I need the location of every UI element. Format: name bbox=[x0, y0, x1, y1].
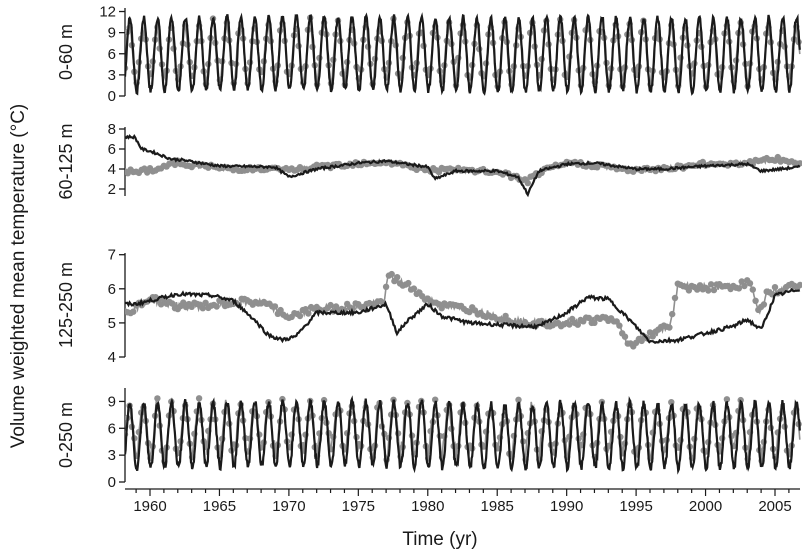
x-tick-label: 1975 bbox=[342, 498, 375, 515]
observed-point bbox=[271, 303, 279, 310]
observed-point bbox=[669, 310, 676, 318]
y-axis-label: Volume weighted mean temperature (°C) bbox=[8, 104, 29, 449]
x-tick-label: 1970 bbox=[272, 498, 305, 515]
observed-point bbox=[515, 396, 522, 403]
observed-point bbox=[466, 308, 473, 316]
y-tick-label: 4 bbox=[108, 349, 116, 366]
observed-point bbox=[749, 286, 756, 293]
observed-point bbox=[671, 294, 679, 302]
observed-point bbox=[591, 319, 598, 326]
y-tick-label: 7 bbox=[108, 247, 116, 264]
modeled-series-line bbox=[125, 287, 801, 344]
observed-point bbox=[705, 287, 712, 294]
observed-point bbox=[327, 301, 334, 309]
observed-point bbox=[796, 281, 802, 289]
y-tick-label: 3 bbox=[108, 447, 116, 464]
x-tick-label: 1960 bbox=[133, 498, 166, 515]
y-tick-label: 8 bbox=[108, 121, 116, 138]
observed-point bbox=[707, 281, 715, 288]
observed-point bbox=[760, 301, 768, 308]
observed-point bbox=[219, 298, 226, 305]
observed-point bbox=[752, 297, 759, 304]
observed-point bbox=[405, 279, 412, 287]
y-tick-label: 5 bbox=[108, 315, 116, 332]
observed-point bbox=[621, 333, 629, 340]
observed-point bbox=[585, 314, 593, 322]
observed-point bbox=[574, 321, 581, 328]
x-tick-label: 1995 bbox=[619, 498, 652, 515]
y-tick-label: 9 bbox=[108, 393, 116, 410]
panel-1: 0 3 6 9 12 0-60 m bbox=[56, 4, 802, 105]
observed-point bbox=[746, 280, 754, 287]
observed-point bbox=[169, 300, 176, 307]
x-tick-label: 2005 bbox=[758, 498, 791, 515]
modeled-series-line bbox=[125, 134, 801, 198]
observed-point bbox=[410, 285, 418, 292]
observed-point bbox=[154, 395, 161, 402]
x-tick-label: 1990 bbox=[550, 498, 583, 515]
y-tick-label: 2 bbox=[108, 181, 116, 198]
panel-3: 4 5 6 7 125-250 m bbox=[56, 247, 802, 366]
observed-point bbox=[524, 179, 531, 187]
y-tick-label: 0 bbox=[108, 474, 116, 491]
observed-point bbox=[388, 270, 395, 278]
y-tick-label: 6 bbox=[108, 46, 116, 63]
y-tick-label: 0 bbox=[108, 88, 116, 105]
panel-label: 60-125 m bbox=[56, 123, 76, 199]
observed-point bbox=[735, 285, 743, 292]
x-tick-label: 2000 bbox=[689, 498, 722, 515]
observed-point bbox=[202, 299, 209, 306]
modeled-series-line bbox=[125, 12, 801, 96]
observed-point bbox=[296, 312, 304, 320]
panel-label: 125-250 m bbox=[56, 262, 76, 348]
x-axis-label: Time (yr) bbox=[402, 529, 477, 550]
x-tick-label: 1965 bbox=[203, 498, 236, 515]
y-tick-label: 4 bbox=[108, 161, 116, 178]
observed-point bbox=[394, 274, 401, 281]
x-tick-label: 1985 bbox=[481, 498, 514, 515]
y-tick-label: 3 bbox=[108, 67, 116, 84]
observed-point bbox=[796, 160, 802, 167]
observed-point bbox=[616, 322, 623, 329]
observed-point bbox=[723, 396, 731, 403]
panel-label: 0-250 m bbox=[56, 402, 76, 468]
y-tick-label: 6 bbox=[108, 281, 116, 298]
observed-point bbox=[157, 301, 165, 308]
observed-point bbox=[130, 308, 137, 315]
observed-point bbox=[666, 324, 673, 331]
plot-area bbox=[125, 395, 802, 475]
panels: 0 3 6 9 12 0-60 m 2 4 6 8 60-125 m 4 5 6 7 125-250 m 0 3 6… bbox=[56, 4, 802, 491]
observed-point bbox=[771, 284, 779, 291]
panel-2: 2 4 6 8 60-125 m bbox=[56, 121, 802, 200]
y-tick-label: 9 bbox=[108, 25, 116, 42]
observed-point bbox=[649, 333, 656, 340]
panel-label: 0-60 m bbox=[56, 24, 76, 80]
plot-area bbox=[125, 134, 802, 198]
observed-point bbox=[566, 321, 573, 328]
x-tick-label: 1980 bbox=[411, 498, 444, 515]
plot-area bbox=[125, 270, 802, 350]
y-tick-label: 6 bbox=[108, 420, 116, 437]
plot-area bbox=[125, 12, 802, 96]
observed-point bbox=[438, 305, 445, 312]
y-tick-label: 6 bbox=[108, 141, 116, 158]
observed-point bbox=[741, 282, 748, 290]
x-axis: 1960 1965 1970 1975 1980 1985 1990 1995 2000 2005 bbox=[125, 488, 800, 515]
panel-4: 0 3 6 9 0-250 m bbox=[56, 388, 802, 491]
observed-point bbox=[382, 283, 390, 290]
observed-point bbox=[213, 303, 220, 310]
observed-point bbox=[279, 395, 286, 403]
y-tick-label: 12 bbox=[99, 4, 116, 21]
observed-point bbox=[710, 286, 718, 294]
modeled-series-line bbox=[125, 395, 801, 475]
observed-point bbox=[199, 305, 206, 312]
observed-point bbox=[305, 310, 312, 317]
observed-point bbox=[195, 395, 203, 402]
